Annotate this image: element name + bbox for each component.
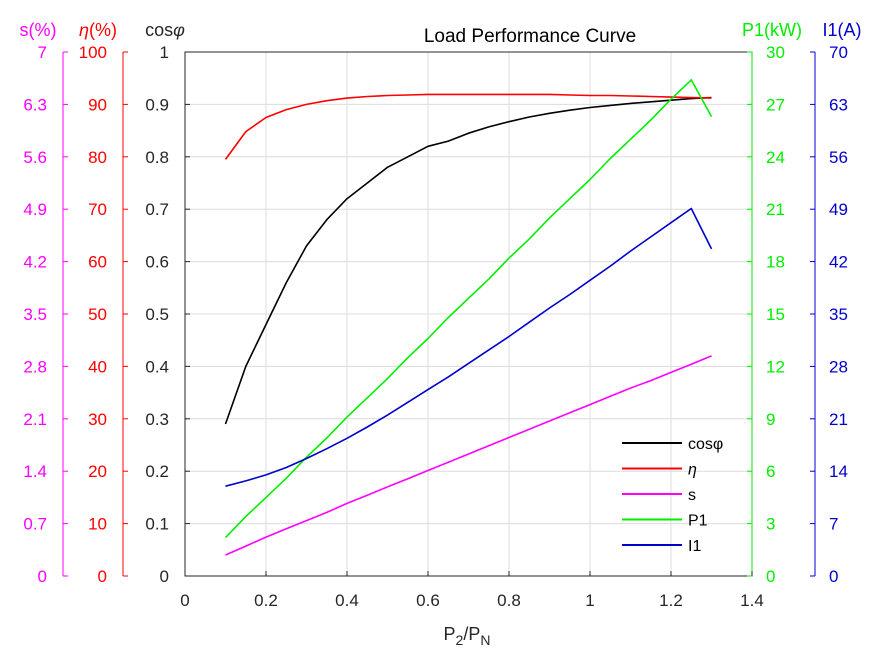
- x-tick-label: 0.2: [254, 591, 278, 610]
- y-tick-label-i1: 21: [829, 410, 848, 429]
- y-tick-label-s: 6.3: [23, 95, 47, 114]
- y-tick-label-cos: 0.6: [145, 253, 169, 272]
- legend-label: η: [688, 462, 697, 479]
- y-tick-label-eta: 50: [88, 305, 107, 324]
- y-tick-label-eta: 20: [88, 462, 107, 481]
- x-axis-title: P2/PN: [444, 624, 491, 648]
- x-tick-label: 1.2: [659, 591, 683, 610]
- x-axis-title-main: P: [444, 624, 456, 644]
- legend-label: I1: [688, 538, 701, 555]
- x-tick-label: 0.8: [497, 591, 521, 610]
- y-tick-label-i1: 42: [829, 253, 848, 272]
- y-tick-label-s: 7: [38, 43, 47, 62]
- y-axis-title-cos: cosφ: [145, 20, 185, 40]
- y-tick-label-eta: 80: [88, 148, 107, 167]
- y-tick-label-s: 4.2: [23, 253, 47, 272]
- y-tick-label-s: 0.7: [23, 515, 47, 534]
- y-tick-label-cos: 0.8: [145, 148, 169, 167]
- y-axis-cos: 0 0.1 0.2 0.3 0.4 0.5 0.6 0.7 0.8 0.9 1 cosφ: [145, 20, 190, 586]
- y-tick-label-p1: 27: [766, 95, 785, 114]
- y-tick-label-cos: 1: [160, 43, 169, 62]
- x-tick-label: 1: [585, 591, 594, 610]
- y-tick-label-eta: 10: [88, 515, 107, 534]
- y-tick-label-p1: 18: [766, 253, 785, 272]
- y-tick-label-i1: 70: [829, 43, 848, 62]
- y-tick-label-cos: 0.5: [145, 305, 169, 324]
- y-tick-label-p1: 30: [766, 43, 785, 62]
- y-tick-label-p1: 12: [766, 357, 785, 376]
- y-tick-label-s: 5.6: [23, 148, 47, 167]
- axes: 00.71.42.12.83.54.24.95.66.37s(%)0102030…: [20, 20, 862, 586]
- series-lines: [224, 79, 713, 556]
- y-tick-label-p1: 3: [766, 515, 775, 534]
- y-tick-label-i1: 14: [829, 462, 848, 481]
- y-tick-label-i1: 35: [829, 305, 848, 324]
- y-tick-label-eta: 0: [98, 567, 107, 586]
- y-tick-label-i1: 7: [829, 515, 838, 534]
- legend-label: s: [688, 487, 696, 504]
- y-tick-label-p1: 24: [766, 148, 785, 167]
- legend-item: P1: [622, 513, 708, 530]
- y-axis-title-s: s(%): [20, 20, 57, 40]
- legend-item: I1: [622, 538, 701, 555]
- y-tick-label-s: 3.5: [23, 305, 47, 324]
- y-tick-label-i1: 49: [829, 200, 848, 219]
- y-tick-label-eta: 100: [79, 43, 107, 62]
- y-tick-label-eta: 40: [88, 357, 107, 376]
- y-tick-label-cos: 0.3: [145, 410, 169, 429]
- y-tick-label-cos: 0: [160, 567, 169, 586]
- legend-item: η: [622, 462, 697, 479]
- y-tick-label-i1: 0: [829, 567, 838, 586]
- x-tick-label: 0.6: [416, 591, 440, 610]
- y-axis-i1: 0 7 14 21 28 35 42 49 56 63 70 I1(A): [810, 20, 862, 586]
- y-axis-title-p1: P1(kW): [742, 20, 802, 40]
- y-tick-label-cos: 0.2: [145, 462, 169, 481]
- y-tick-label-cos: 0.9: [145, 95, 169, 114]
- legend-label: cosφ: [688, 436, 723, 453]
- y-axis-p1: 0 3 6 9 12 15 18 21 24 27 30 P1(kW): [742, 20, 802, 586]
- x-tick-label: 0: [180, 591, 189, 610]
- y-axis-title-eta-prefix: η: [79, 20, 89, 40]
- y-axis-title-i1: I1(A): [822, 20, 861, 40]
- y-tick-label-p1: 6: [766, 462, 775, 481]
- y-axis-eta: 0 10 20 30 40 50 60 70 80 90 100 η(%): [79, 20, 128, 586]
- legend-item: cosφ: [622, 436, 723, 453]
- y-axis-title-eta-suffix: (%): [89, 20, 117, 40]
- y-tick-label-eta: 60: [88, 253, 107, 272]
- y-axis-s: 0 0.7 1.4 2.1 2.8 3.5 4.2 4.9 5.6 6.3 7 s(%): [20, 20, 68, 586]
- x-axis: 0 0.2 0.4 0.6 0.8 1 1.2 1.4: [180, 571, 764, 610]
- x-axis-title-mid: /P: [463, 624, 480, 644]
- legend-item: s: [622, 487, 696, 504]
- y-tick-label-p1: 21: [766, 200, 785, 219]
- y-tick-label-eta: 70: [88, 200, 107, 219]
- y-tick-label-p1: 15: [766, 305, 785, 324]
- y-tick-label-s: 0: [38, 567, 47, 586]
- y-tick-label-cos: 0.4: [145, 357, 169, 376]
- y-axis-title-cos-suffix: φ: [173, 20, 185, 40]
- y-tick-label-i1: 56: [829, 148, 848, 167]
- y-tick-label-p1: 0: [766, 567, 775, 586]
- legend: cosφ ηs P1 I1: [622, 436, 723, 555]
- y-tick-label-s: 2.8: [23, 357, 47, 376]
- y-axis-title-eta: η(%): [79, 20, 117, 40]
- y-tick-label-cos: 0.1: [145, 515, 169, 534]
- x-axis-title-sub2: N: [480, 632, 490, 648]
- x-axis-title-sub1: 2: [456, 632, 464, 648]
- y-tick-label-eta: 90: [88, 95, 107, 114]
- y-tick-label-s: 1.4: [23, 462, 47, 481]
- x-tick-label: 0.4: [335, 591, 359, 610]
- y-tick-label-i1: 63: [829, 95, 848, 114]
- y-tick-label-p1: 9: [766, 410, 775, 429]
- chart-title: Load Performance Curve: [424, 26, 636, 47]
- x-tick-label: 1.4: [740, 591, 764, 610]
- y-tick-label-eta: 30: [88, 410, 107, 429]
- y-tick-label-s: 4.9: [23, 200, 47, 219]
- y-tick-label-cos: 0.7: [145, 200, 169, 219]
- legend-label: P1: [688, 513, 708, 530]
- y-axis-title-cos-prefix: cos: [145, 20, 173, 40]
- y-tick-label-i1: 28: [829, 357, 848, 376]
- y-tick-label-s: 2.1: [23, 410, 47, 429]
